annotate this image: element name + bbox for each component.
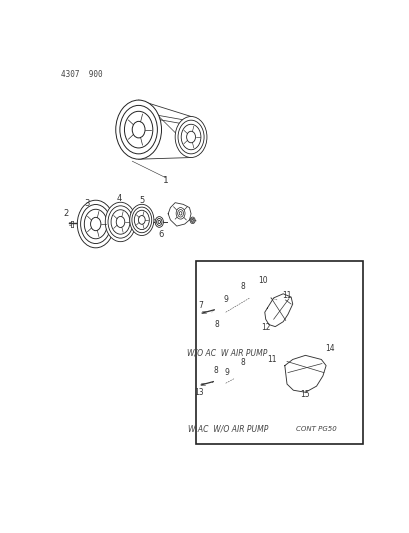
Circle shape: [234, 365, 254, 392]
Circle shape: [240, 299, 247, 308]
Text: 3: 3: [84, 199, 89, 208]
Circle shape: [227, 375, 230, 379]
Text: CONT PG50: CONT PG50: [295, 426, 336, 432]
Text: 8: 8: [240, 358, 245, 367]
Text: 10: 10: [257, 276, 267, 285]
Circle shape: [105, 202, 135, 241]
Text: 4: 4: [116, 195, 121, 204]
Circle shape: [224, 372, 233, 383]
Text: 13: 13: [193, 388, 203, 397]
Circle shape: [178, 120, 204, 154]
Circle shape: [157, 220, 160, 223]
Text: W/O AC  W AIR PUMP: W/O AC W AIR PUMP: [187, 349, 267, 358]
Circle shape: [179, 212, 182, 215]
FancyBboxPatch shape: [196, 261, 362, 443]
Circle shape: [211, 374, 225, 392]
Circle shape: [236, 294, 250, 312]
Circle shape: [191, 218, 194, 222]
Circle shape: [280, 298, 282, 302]
Circle shape: [84, 209, 107, 239]
Circle shape: [267, 363, 276, 374]
Text: 9: 9: [224, 368, 229, 377]
Circle shape: [226, 374, 231, 381]
Text: 15: 15: [300, 390, 310, 399]
Circle shape: [213, 306, 223, 318]
Circle shape: [224, 299, 232, 311]
Circle shape: [111, 210, 130, 234]
Text: 14: 14: [324, 344, 334, 353]
Circle shape: [90, 217, 101, 231]
Circle shape: [115, 100, 161, 159]
Circle shape: [225, 301, 231, 309]
Circle shape: [181, 124, 200, 150]
Circle shape: [278, 296, 284, 304]
Circle shape: [175, 117, 207, 158]
Text: 8: 8: [240, 282, 244, 292]
Circle shape: [119, 106, 157, 154]
Circle shape: [240, 375, 247, 383]
Circle shape: [190, 217, 195, 224]
Text: 8: 8: [214, 320, 219, 329]
Circle shape: [77, 200, 114, 248]
Text: 6: 6: [158, 230, 163, 239]
Circle shape: [233, 290, 254, 317]
Circle shape: [129, 204, 153, 236]
Text: 9: 9: [223, 295, 228, 304]
Circle shape: [318, 349, 326, 358]
Circle shape: [321, 352, 323, 355]
Text: W AC  W/O AIR PUMP: W AC W/O AIR PUMP: [188, 424, 268, 433]
Circle shape: [237, 370, 251, 388]
Circle shape: [132, 122, 145, 138]
Circle shape: [270, 367, 273, 370]
Circle shape: [320, 350, 325, 357]
Circle shape: [155, 216, 163, 227]
Text: 4307  900: 4307 900: [61, 70, 102, 79]
Text: 12: 12: [261, 323, 270, 332]
Circle shape: [116, 216, 124, 228]
Circle shape: [256, 294, 263, 302]
Circle shape: [253, 289, 266, 306]
Circle shape: [134, 210, 149, 230]
Text: 2: 2: [63, 209, 68, 218]
Circle shape: [191, 220, 193, 221]
Text: 11: 11: [267, 355, 276, 364]
Circle shape: [81, 205, 110, 244]
Circle shape: [186, 131, 195, 143]
Circle shape: [249, 285, 270, 311]
Circle shape: [156, 219, 162, 225]
Circle shape: [132, 207, 151, 233]
Text: 11: 11: [282, 292, 291, 300]
Text: 8: 8: [213, 367, 218, 375]
Circle shape: [213, 377, 223, 389]
Text: 7: 7: [198, 301, 202, 310]
Circle shape: [227, 303, 229, 306]
Circle shape: [216, 310, 220, 315]
Circle shape: [124, 111, 153, 148]
Circle shape: [216, 381, 220, 386]
Circle shape: [211, 303, 225, 321]
Circle shape: [269, 365, 274, 372]
Circle shape: [276, 294, 285, 306]
Circle shape: [108, 206, 133, 238]
Circle shape: [177, 209, 183, 217]
Circle shape: [176, 207, 184, 219]
Text: 5: 5: [139, 196, 145, 205]
Circle shape: [138, 215, 145, 224]
Text: 1: 1: [162, 176, 168, 185]
